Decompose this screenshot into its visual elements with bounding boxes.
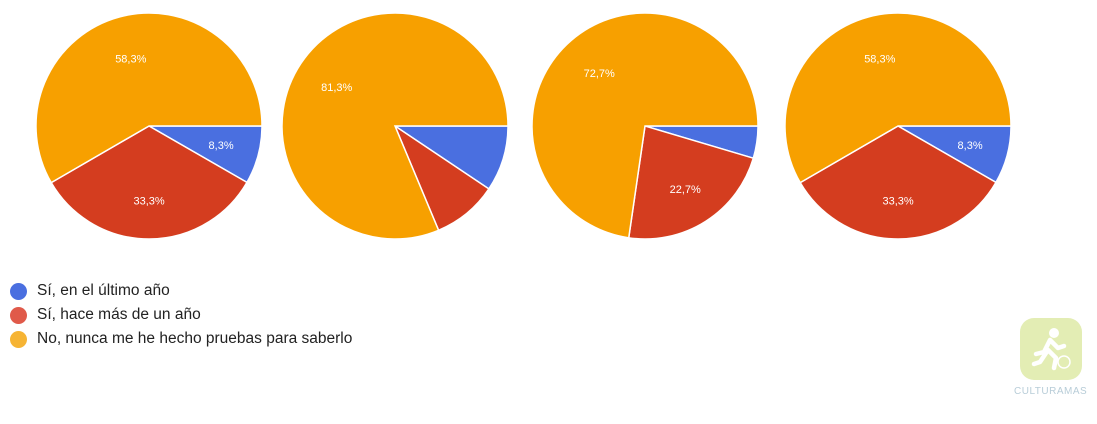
legend-item-red: Sí, hace más de un año [10, 303, 352, 327]
slice-label: 8,3% [958, 140, 983, 152]
legend-swatch-red [10, 306, 27, 324]
slice-label: 72,7% [584, 68, 615, 80]
pie-slice [531, 12, 759, 239]
pie-chart-4: 8,3% 33,3% 58,3% [784, 12, 1012, 240]
legend: Sí, en el último año Sí, hace más de un … [10, 279, 352, 351]
pie-slice [799, 125, 997, 240]
legend-item-blue: Sí, en el último año [10, 279, 352, 303]
pie-slice [50, 125, 248, 240]
pie-chart-1: 8,3% 33,3% 58,3% [35, 12, 263, 240]
logo-badge [1020, 318, 1082, 380]
legend-label: Sí, en el último año [37, 282, 170, 299]
pie-slice [35, 12, 263, 184]
slice-label: 33,3% [133, 196, 164, 208]
slice-label: 58,3% [115, 53, 146, 65]
pie-chart-2: 81,3% [281, 12, 509, 240]
pie-slice [784, 12, 1012, 184]
slice-label: 33,3% [882, 196, 913, 208]
running-figure-icon [1031, 328, 1071, 371]
legend-label: Sí, hace más de un año [37, 306, 201, 323]
logo-text: CULTURAMAS [1014, 386, 1088, 397]
pie-slice [627, 125, 755, 240]
slice-label: 8,3% [209, 140, 234, 152]
culturamas-logo: CULTURAMAS [1014, 318, 1088, 397]
legend-label: No, nunca me he hecho pruebas para saber… [37, 330, 353, 347]
pie-slice [281, 12, 509, 240]
pie-charts: 8,3% 33,3% 58,3% 81,3% 22,7% 72,7% 8,3% 33,3% 58… [35, 12, 1012, 240]
slice-label: 22,7% [670, 184, 701, 196]
slice-label: 58,3% [864, 53, 895, 65]
legend-swatch-orange [10, 330, 27, 348]
slice-label: 81,3% [321, 82, 352, 94]
pie-chart-3: 22,7% 72,7% [531, 12, 759, 240]
legend-item-orange: No, nunca me he hecho pruebas para saber… [10, 327, 352, 351]
legend-swatch-blue [10, 282, 27, 300]
